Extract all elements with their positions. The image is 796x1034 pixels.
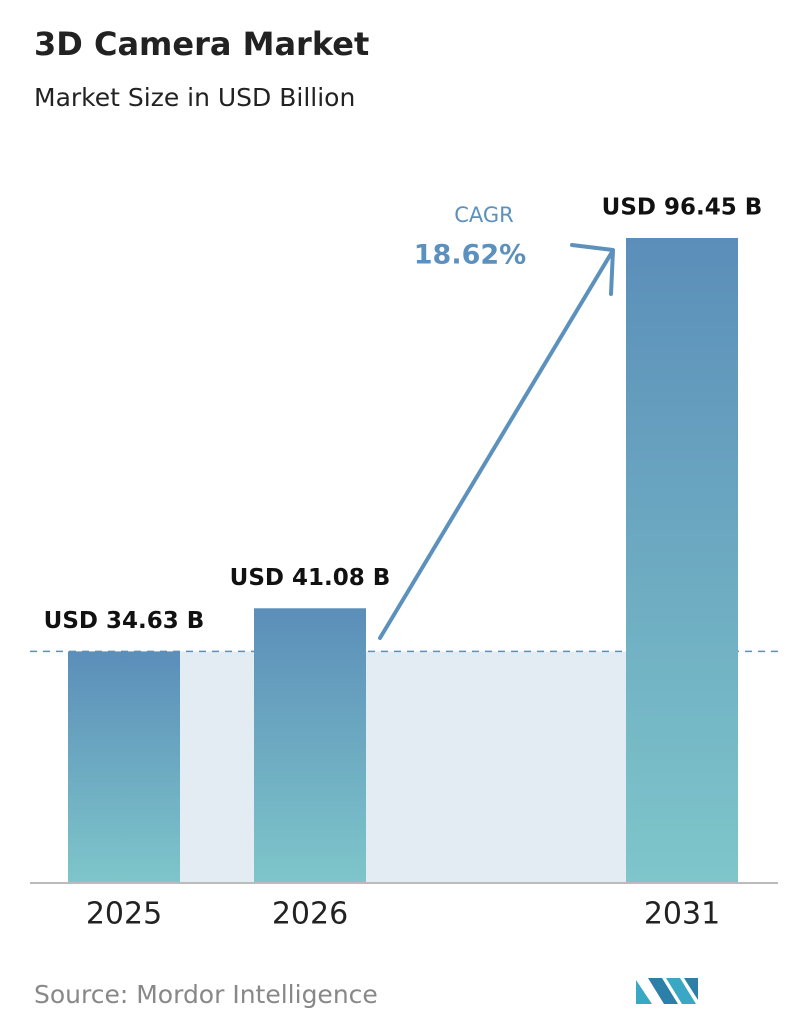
source: Source: Mordor Intelligence	[34, 980, 378, 1009]
cagr-value: 18.62%	[414, 240, 526, 271]
plot-area: USD 34.63 B 2025 USD 41.08 B 2026 USD 96.45 …	[30, 195, 778, 932]
cagr-arrow	[378, 243, 615, 640]
value-label: USD 34.63 B	[44, 608, 205, 634]
bar	[68, 651, 180, 883]
cagr-label: CAGR	[454, 203, 514, 227]
bar	[626, 238, 738, 883]
bar	[254, 608, 366, 883]
chart-title: 3D Camera Market	[34, 25, 369, 63]
x-tick-label: 2025	[86, 897, 162, 932]
chart-subtitle: Market Size in USD Billion	[34, 83, 355, 112]
x-tick-label: 2031	[644, 897, 720, 932]
logo	[636, 978, 698, 1004]
x-tick-label: 2026	[272, 897, 348, 932]
value-label: USD 96.45 B	[602, 195, 763, 221]
value-label: USD 41.08 B	[230, 565, 391, 591]
